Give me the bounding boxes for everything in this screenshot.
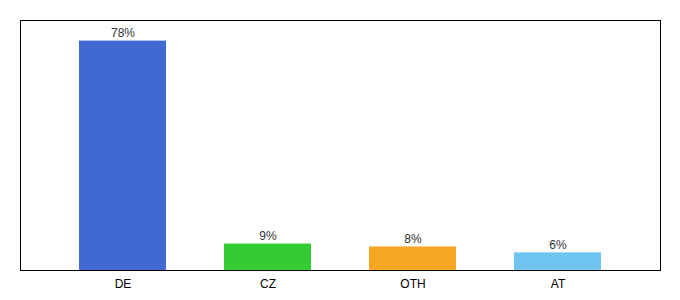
svg-text:6%: 6% bbox=[549, 238, 567, 252]
svg-text:8%: 8% bbox=[404, 232, 422, 246]
svg-text:9%: 9% bbox=[259, 229, 277, 243]
svg-text:78%: 78% bbox=[111, 26, 135, 40]
svg-text:CZ: CZ bbox=[260, 277, 276, 291]
svg-text:AT: AT bbox=[551, 277, 566, 291]
svg-text:OTH: OTH bbox=[400, 277, 425, 291]
svg-text:DE: DE bbox=[115, 277, 132, 291]
